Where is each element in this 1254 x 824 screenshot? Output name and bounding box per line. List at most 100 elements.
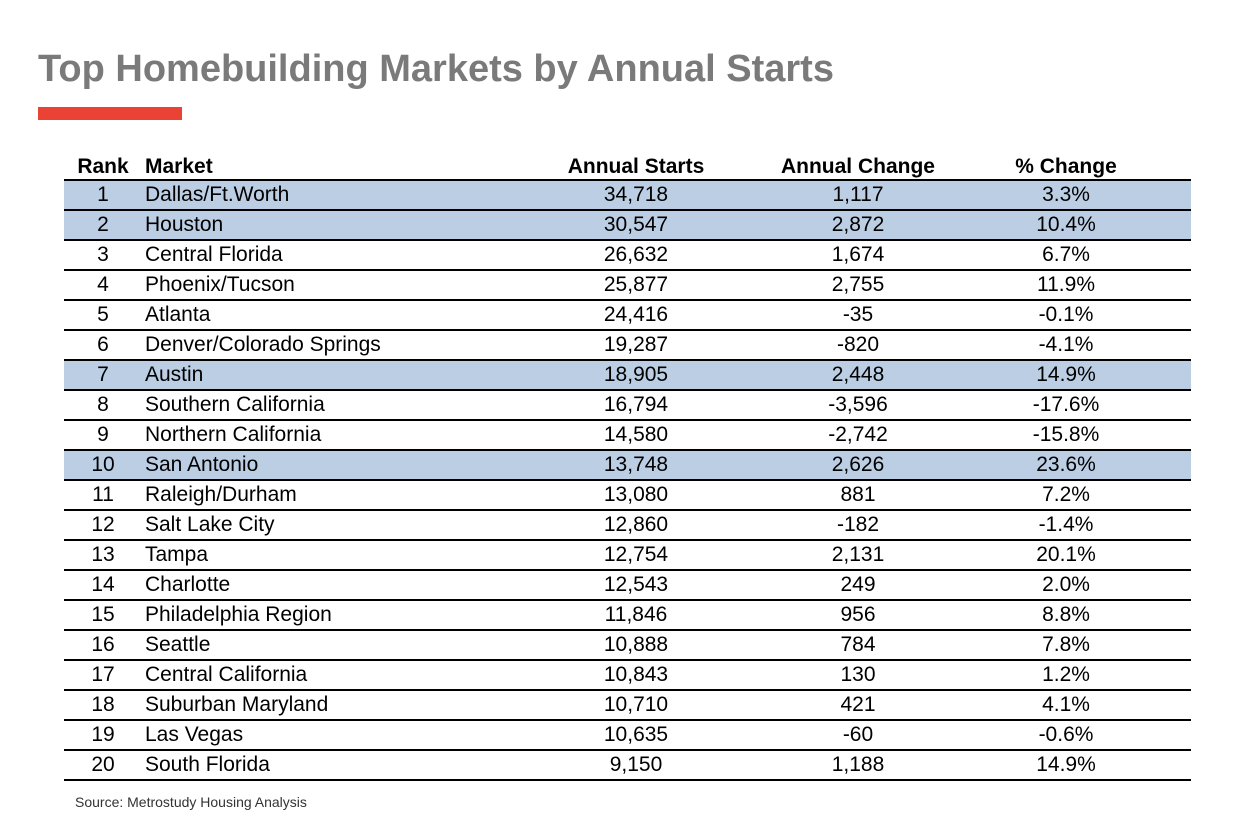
cell-percent-change: 1.2% — [941, 660, 1191, 691]
cell-annual-change: -182 — [775, 510, 941, 541]
cell-annual-change: 1,188 — [775, 750, 941, 781]
source-note: Source: Metrostudy Housing Analysis — [75, 794, 307, 810]
column-header-annual-starts: Annual Starts — [497, 151, 775, 181]
cell-market: Phoenix/Tucson — [142, 270, 497, 301]
cell-rank: 15 — [64, 600, 142, 631]
cell-market: Denver/Colorado Springs — [142, 330, 497, 361]
cell-percent-change: -0.6% — [941, 720, 1191, 751]
column-header-annual-change: Annual Change — [775, 151, 941, 181]
table-row: 18 Suburban Maryland 10,710 421 4.1% — [64, 690, 1191, 721]
cell-annual-starts: 11,846 — [497, 600, 775, 631]
table-body: 1 Dallas/Ft.Worth 34,718 1,117 3.3% 2 Houston 3… — [64, 180, 1191, 781]
cell-market: Austin — [142, 360, 497, 391]
cell-market: Central Florida — [142, 240, 497, 271]
table-header-row: Rank Market Annual Starts Annual Change … — [64, 151, 1191, 181]
cell-annual-change: 1,674 — [775, 240, 941, 271]
cell-annual-starts: 9,150 — [497, 750, 775, 781]
cell-percent-change: 14.9% — [941, 360, 1191, 391]
cell-market: Houston — [142, 210, 497, 241]
table-row: 2 Houston 30,547 2,872 10.4% — [64, 210, 1191, 241]
cell-annual-starts: 34,718 — [497, 180, 775, 211]
cell-rank: 13 — [64, 540, 142, 571]
table-row: 1 Dallas/Ft.Worth 34,718 1,117 3.3% — [64, 180, 1191, 211]
cell-rank: 7 — [64, 360, 142, 391]
cell-market: Las Vegas — [142, 720, 497, 751]
table-row: 4 Phoenix/Tucson 25,877 2,755 11.9% — [64, 270, 1191, 301]
cell-annual-starts: 12,543 — [497, 570, 775, 601]
cell-annual-change: -820 — [775, 330, 941, 361]
table-row: 11 Raleigh/Durham 13,080 881 7.2% — [64, 480, 1191, 511]
cell-annual-starts: 16,794 — [497, 390, 775, 421]
table-row: 10 San Antonio 13,748 2,626 23.6% — [64, 450, 1191, 481]
cell-annual-change: 2,448 — [775, 360, 941, 391]
cell-percent-change: -4.1% — [941, 330, 1191, 361]
cell-rank: 16 — [64, 630, 142, 661]
table-row: 13 Tampa 12,754 2,131 20.1% — [64, 540, 1191, 571]
cell-rank: 14 — [64, 570, 142, 601]
cell-annual-starts: 24,416 — [497, 300, 775, 331]
cell-rank: 4 — [64, 270, 142, 301]
cell-annual-starts: 18,905 — [497, 360, 775, 391]
cell-annual-starts: 10,710 — [497, 690, 775, 721]
cell-market: Tampa — [142, 540, 497, 571]
cell-rank: 18 — [64, 690, 142, 721]
cell-rank: 12 — [64, 510, 142, 541]
column-header-market: Market — [142, 151, 497, 181]
cell-market: Suburban Maryland — [142, 690, 497, 721]
cell-market: Dallas/Ft.Worth — [142, 180, 497, 211]
cell-annual-change: 249 — [775, 570, 941, 601]
cell-annual-starts: 10,635 — [497, 720, 775, 751]
cell-annual-change: -35 — [775, 300, 941, 331]
cell-market: San Antonio — [142, 450, 497, 481]
cell-market: Atlanta — [142, 300, 497, 331]
cell-market: Raleigh/Durham — [142, 480, 497, 511]
cell-annual-change: 130 — [775, 660, 941, 691]
cell-rank: 9 — [64, 420, 142, 451]
cell-percent-change: -1.4% — [941, 510, 1191, 541]
cell-percent-change: 8.8% — [941, 600, 1191, 631]
cell-annual-change: 421 — [775, 690, 941, 721]
cell-annual-starts: 25,877 — [497, 270, 775, 301]
cell-rank: 11 — [64, 480, 142, 511]
cell-rank: 1 — [64, 180, 142, 211]
cell-percent-change: 20.1% — [941, 540, 1191, 571]
cell-percent-change: 3.3% — [941, 180, 1191, 211]
page-title: Top Homebuilding Markets by Annual Start… — [38, 48, 834, 90]
cell-percent-change: 7.8% — [941, 630, 1191, 661]
cell-rank: 8 — [64, 390, 142, 421]
cell-annual-change: -60 — [775, 720, 941, 751]
cell-annual-change: 784 — [775, 630, 941, 661]
table-row: 3 Central Florida 26,632 1,674 6.7% — [64, 240, 1191, 271]
table-row: 17 Central California 10,843 130 1.2% — [64, 660, 1191, 691]
cell-percent-change: 10.4% — [941, 210, 1191, 241]
cell-annual-starts: 26,632 — [497, 240, 775, 271]
cell-annual-change: 2,626 — [775, 450, 941, 481]
table-row: 6 Denver/Colorado Springs 19,287 -820 -4.1% — [64, 330, 1191, 361]
cell-annual-starts: 13,748 — [497, 450, 775, 481]
table-row: 12 Salt Lake City 12,860 -182 -1.4% — [64, 510, 1191, 541]
table-row: 7 Austin 18,905 2,448 14.9% — [64, 360, 1191, 391]
cell-percent-change: -17.6% — [941, 390, 1191, 421]
cell-rank: 20 — [64, 750, 142, 781]
cell-annual-change: 956 — [775, 600, 941, 631]
title-accent-bar — [38, 107, 182, 120]
cell-annual-change: 2,755 — [775, 270, 941, 301]
cell-market: Northern California — [142, 420, 497, 451]
markets-table: Rank Market Annual Starts Annual Change … — [64, 151, 1191, 781]
cell-annual-starts: 14,580 — [497, 420, 775, 451]
cell-market: Seattle — [142, 630, 497, 661]
cell-percent-change: -15.8% — [941, 420, 1191, 451]
cell-rank: 2 — [64, 210, 142, 241]
cell-percent-change: 4.1% — [941, 690, 1191, 721]
cell-rank: 10 — [64, 450, 142, 481]
cell-percent-change: 2.0% — [941, 570, 1191, 601]
cell-annual-starts: 10,888 — [497, 630, 775, 661]
table-row: 15 Philadelphia Region 11,846 956 8.8% — [64, 600, 1191, 631]
cell-percent-change: 11.9% — [941, 270, 1191, 301]
cell-market: South Florida — [142, 750, 497, 781]
cell-annual-starts: 30,547 — [497, 210, 775, 241]
cell-rank: 6 — [64, 330, 142, 361]
cell-percent-change: 6.7% — [941, 240, 1191, 271]
cell-annual-starts: 13,080 — [497, 480, 775, 511]
cell-annual-starts: 12,754 — [497, 540, 775, 571]
